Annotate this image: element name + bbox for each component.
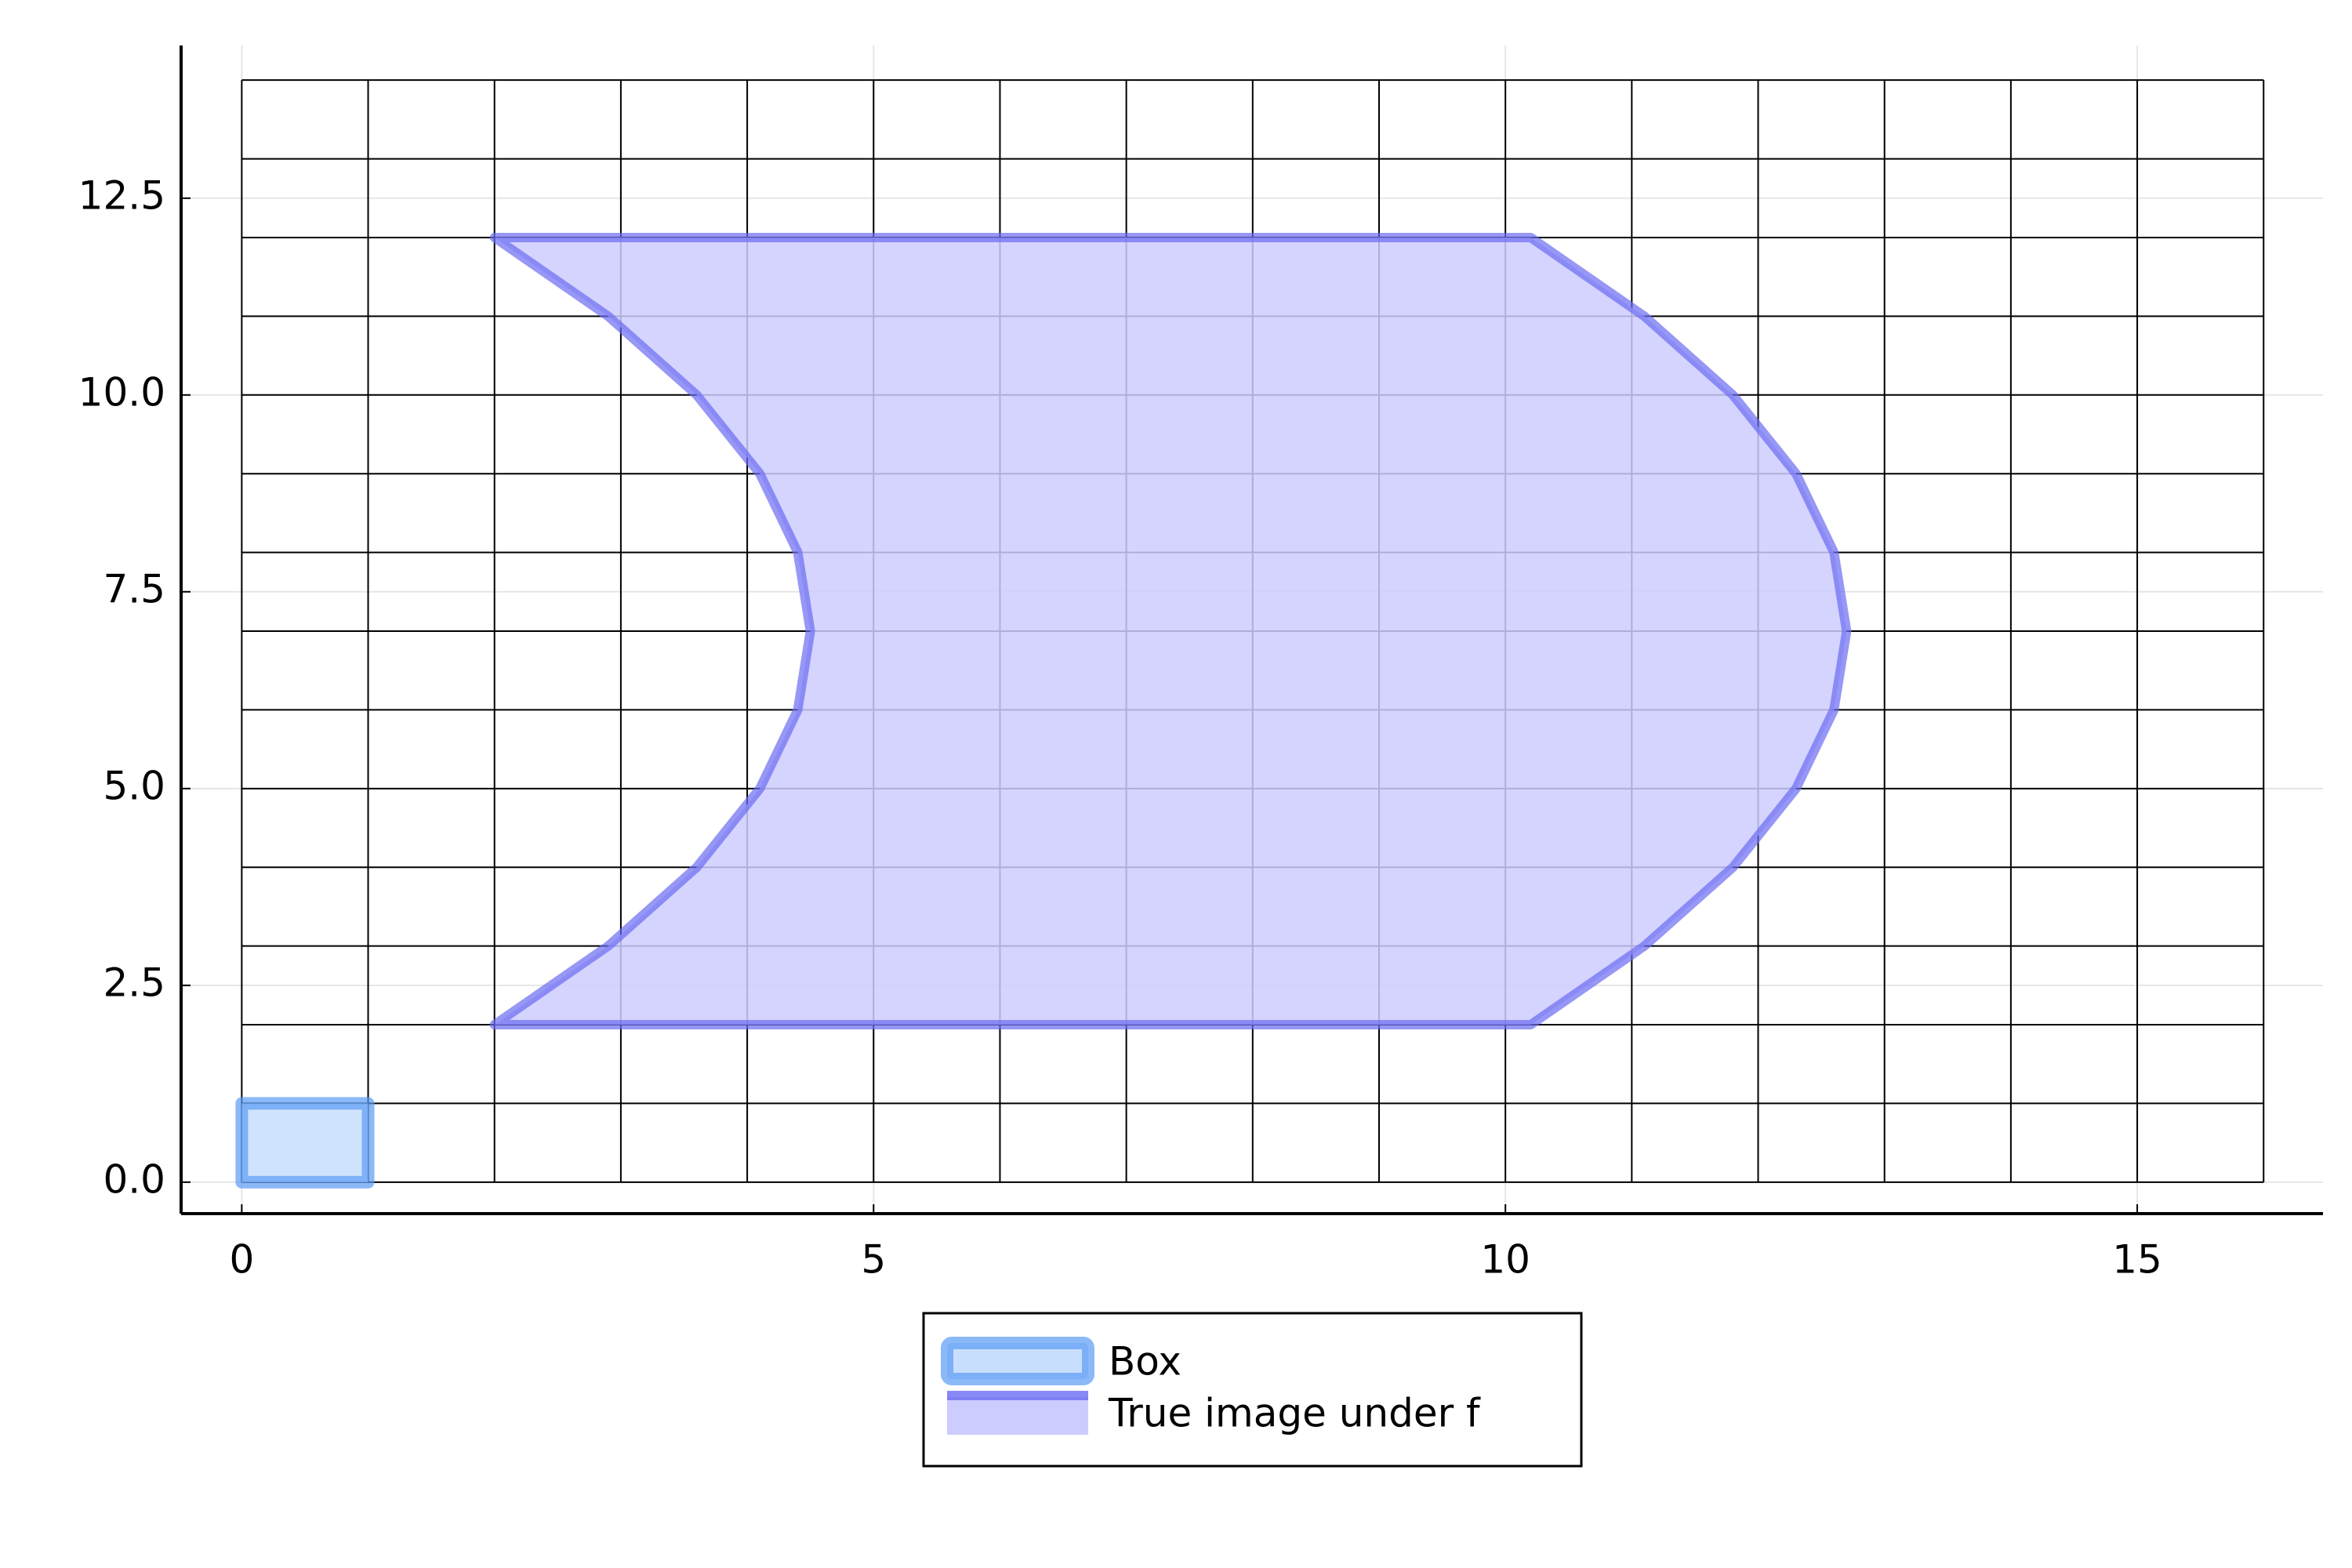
y-tick-label: 2.5 <box>103 960 165 1005</box>
x-tick-label: 5 <box>861 1237 886 1283</box>
legend-box <box>922 1312 1583 1468</box>
legend-label: Box <box>1109 1339 1181 1385</box>
legend-icon <box>947 1397 1088 1435</box>
x-tick-label: 10 <box>1480 1237 1530 1283</box>
shape <box>235 1097 375 1189</box>
legend-icon <box>941 1337 1094 1385</box>
x-tick-label: 15 <box>2112 1237 2162 1283</box>
legend-label: True image under f <box>1108 1391 1481 1436</box>
y-tick-label: 5.0 <box>103 763 165 808</box>
shape <box>489 232 1852 1030</box>
y-tick-label: 7.5 <box>103 566 165 612</box>
x-tick-label: 0 <box>229 1237 254 1283</box>
y-tick-label: 0.0 <box>103 1156 165 1202</box>
y-tick-label: 12.5 <box>78 172 165 218</box>
y-tick-label: 10.0 <box>78 369 165 415</box>
